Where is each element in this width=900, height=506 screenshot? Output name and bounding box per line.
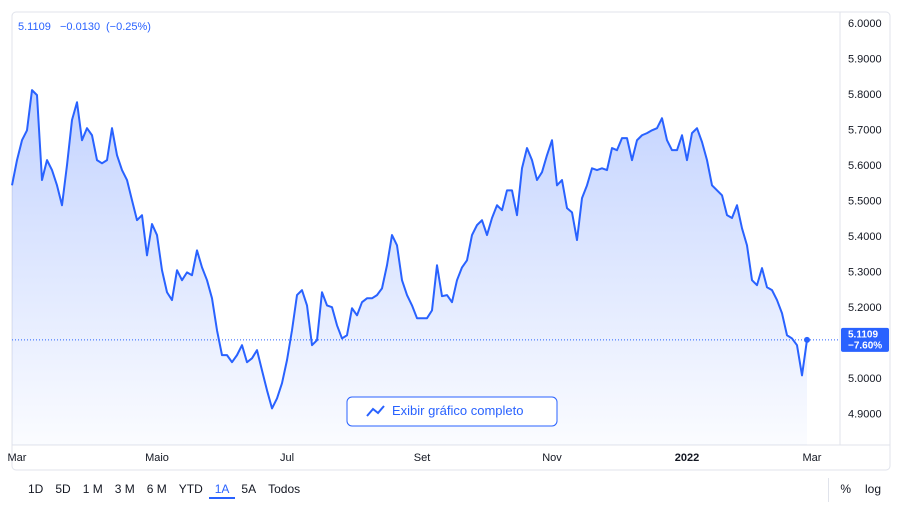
header-price: 5.1109: [18, 21, 51, 33]
range-button[interactable]: 6 M: [146, 482, 167, 496]
y-tick-label: 6.0000: [848, 18, 882, 30]
price-tag-price: 5.1109: [848, 330, 878, 341]
header-change-pct: (−0.25%): [106, 21, 151, 33]
x-tick-label: Jul: [280, 452, 294, 464]
header-change: −0.0130: [60, 21, 100, 33]
y-tick-label: 4.9000: [848, 409, 882, 421]
price-line: [11, 89, 808, 410]
y-tick-label: 5.4000: [848, 231, 882, 243]
y-tick-label: 5.8000: [848, 89, 882, 101]
y-tick-label: 5.6000: [848, 160, 882, 172]
plot: [11, 89, 840, 445]
range-button[interactable]: YTD: [178, 482, 203, 496]
range-button[interactable]: 3 M: [114, 482, 135, 496]
y-tick-label: 5.5000: [848, 196, 882, 208]
x-tick-label: Mar: [803, 452, 822, 464]
x-tick-label: Mar: [8, 452, 27, 464]
y-tick-label: 5.3000: [848, 267, 882, 279]
range-button[interactable]: 1A: [208, 480, 236, 499]
x-tick-label: 2022: [675, 452, 699, 464]
y-tick-label: 5.0000: [848, 373, 882, 385]
y-tick-label: 5.9000: [848, 54, 882, 66]
last-point: [804, 336, 810, 343]
range-button[interactable]: 1 M: [82, 482, 103, 496]
range-button[interactable]: Todos: [268, 482, 301, 496]
button-frame[interactable]: [346, 396, 558, 427]
button-label[interactable]: Exibir gráfico completo: [392, 403, 524, 418]
full-chart-button[interactable]: Exibir gráfico completo: [346, 396, 558, 427]
x-tick-label: Set: [414, 452, 431, 464]
range-button[interactable]: 5D: [55, 482, 71, 496]
x-tick-label: Nov: [542, 452, 562, 464]
price-tag: [841, 327, 889, 352]
y-tick-label: 5.7000: [848, 125, 882, 137]
scale-options: % log: [833, 480, 888, 499]
y-tick-label: 5.2000: [848, 302, 882, 314]
range-button[interactable]: 1D: [28, 482, 44, 496]
range-button[interactable]: 5A: [241, 482, 257, 496]
area-fill: [12, 90, 807, 445]
x-tick-label: Maio: [145, 452, 169, 464]
toolbar-divider: [828, 478, 829, 502]
price-tag-change: −7.60%: [848, 341, 882, 352]
scale-option[interactable]: %: [840, 482, 851, 496]
button-icon[interactable]: [366, 405, 385, 417]
scale-option[interactable]: log: [864, 482, 881, 496]
range-toolbar: 1D 5D 1 M 3 M 6 M YTD 1A 5A Todos: [22, 480, 306, 499]
